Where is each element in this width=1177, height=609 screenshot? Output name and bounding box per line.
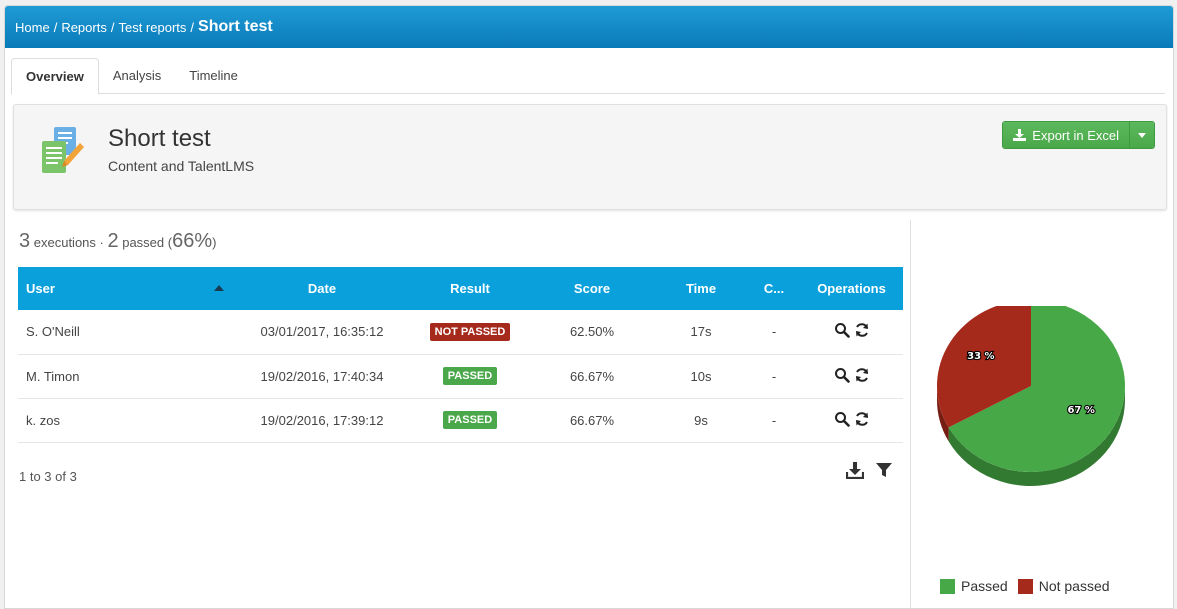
pie-side-not-passed [937, 386, 949, 442]
breadcrumb: Home / Reports / Test reports / Short te… [5, 6, 1173, 48]
download-icon[interactable] [846, 462, 864, 479]
chart-legend: Passed Not passed [940, 578, 1114, 594]
column-user[interactable]: User [18, 267, 234, 310]
executions-count: 3 [19, 230, 31, 252]
cell-user: k. zos [26, 412, 60, 428]
export-dropdown-toggle[interactable] [1129, 122, 1154, 148]
table-tools [846, 462, 892, 479]
cell-c: - [771, 324, 777, 340]
cell-result: PASSED [410, 354, 530, 398]
download-icon [1013, 129, 1027, 141]
breadcrumb-separator: / [53, 19, 58, 35]
close-paren: ) [212, 235, 217, 250]
reset-icon[interactable] [854, 322, 870, 338]
test-header: Short test Content and TalentLMS Export … [13, 104, 1167, 210]
report-panel: Home / Reports / Test reports / Short te… [4, 5, 1174, 609]
breadcrumb-test-reports[interactable]: Test reports [118, 19, 187, 35]
cell-date: 19/02/2016, 17:40:34 [260, 368, 384, 384]
vertical-divider [910, 220, 911, 608]
column-date[interactable]: Date [307, 281, 337, 296]
breadcrumb-separator: / [190, 19, 195, 35]
column-operations: Operations [817, 281, 886, 296]
cell-c: - [771, 412, 777, 428]
status-badge: PASSED [442, 411, 498, 429]
sort-ascending-icon [214, 285, 224, 291]
cell-c: - [771, 368, 777, 384]
breadcrumb-reports[interactable]: Reports [61, 19, 107, 35]
results-table: User Date Result Score Time C... Operati… [18, 267, 903, 443]
table-row: S. O'Neill 03/01/2017, 16:35:12 NOT PASS… [18, 310, 903, 354]
column-time[interactable]: Time [685, 281, 717, 296]
passed-percentage: 66% [172, 230, 213, 252]
breadcrumb-home[interactable]: Home [15, 19, 50, 35]
cell-user: S. O'Neill [26, 324, 80, 340]
search-icon[interactable] [834, 367, 850, 383]
execution-summary: 3 executions · 2 passed (66%) [19, 230, 216, 253]
pie-label-not-passed: 33 % [967, 351, 994, 362]
legend-swatch-passed [940, 578, 955, 594]
tab-timeline[interactable]: Timeline [189, 68, 238, 83]
tab-bar: Overview Analysis Timeline [11, 58, 1165, 95]
cell-time: 17s [690, 324, 712, 340]
table-row: k. zos 19/02/2016, 17:39:12 PASSED 66.67… [18, 398, 903, 442]
cell-score: 66.67% [569, 412, 615, 428]
column-result[interactable]: Result [450, 281, 490, 296]
pie-slice-passed[interactable] [948, 306, 1125, 472]
pagination-info: 1 to 3 of 3 [19, 469, 77, 484]
breadcrumb-separator: / [110, 19, 115, 35]
export-excel-label: Export in Excel [1032, 127, 1119, 143]
column-user-label: User [26, 281, 55, 296]
filter-icon[interactable] [876, 462, 892, 478]
cell-date: 03/01/2017, 16:35:12 [260, 324, 384, 340]
status-badge: NOT PASSED [429, 322, 511, 341]
cell-score: 66.67% [569, 368, 615, 384]
table-header-row: User Date Result Score Time C... Operati… [18, 267, 903, 310]
pie-label-passed: 67 % [1067, 405, 1094, 416]
legend-item-passed[interactable]: Passed [940, 578, 1008, 594]
test-subtitle: Content and TalentLMS [108, 158, 255, 174]
reset-icon[interactable] [854, 411, 870, 427]
results-pie-chart: 67 % 33 % [937, 306, 1125, 486]
passed-label: passed ( [122, 235, 173, 250]
cell-date: 19/02/2016, 17:39:12 [260, 412, 384, 428]
legend-swatch-not-passed [1017, 578, 1033, 594]
tab-overview[interactable]: Overview [11, 58, 99, 95]
export-excel-button[interactable]: Export in Excel [1003, 122, 1129, 148]
cell-time: 9s [694, 412, 708, 428]
executions-label: executions · [33, 235, 104, 250]
cell-operations [800, 310, 903, 354]
pie-slice-not-passed[interactable] [937, 306, 1031, 428]
column-c[interactable]: C... [763, 281, 785, 296]
column-score[interactable]: Score [573, 281, 611, 296]
legend-item-not-passed[interactable]: Not passed [1017, 578, 1110, 594]
cell-time: 10s [690, 368, 712, 384]
breadcrumb-current: Short test [198, 18, 273, 35]
pie-side-passed [948, 386, 1125, 486]
passed-count: 2 [107, 230, 119, 252]
tab-analysis[interactable]: Analysis [112, 68, 162, 83]
cell-result: PASSED [410, 398, 530, 442]
export-button-group: Export in Excel [1002, 121, 1155, 149]
search-icon[interactable] [834, 322, 850, 339]
cell-operations [800, 354, 903, 398]
search-icon[interactable] [834, 411, 850, 427]
test-title: Short test [108, 125, 211, 152]
cell-operations [800, 398, 903, 442]
table-row: M. Timon 19/02/2016, 17:40:34 PASSED 66.… [18, 354, 903, 398]
test-document-icon [42, 127, 84, 173]
status-badge: PASSED [442, 367, 498, 385]
cell-result: NOT PASSED [410, 310, 530, 354]
reset-icon[interactable] [854, 367, 870, 383]
legend-label-not-passed: Not passed [1038, 578, 1110, 594]
cell-user: M. Timon [26, 368, 80, 384]
legend-label-passed: Passed [961, 578, 1008, 594]
cell-score: 62.50% [569, 324, 615, 340]
